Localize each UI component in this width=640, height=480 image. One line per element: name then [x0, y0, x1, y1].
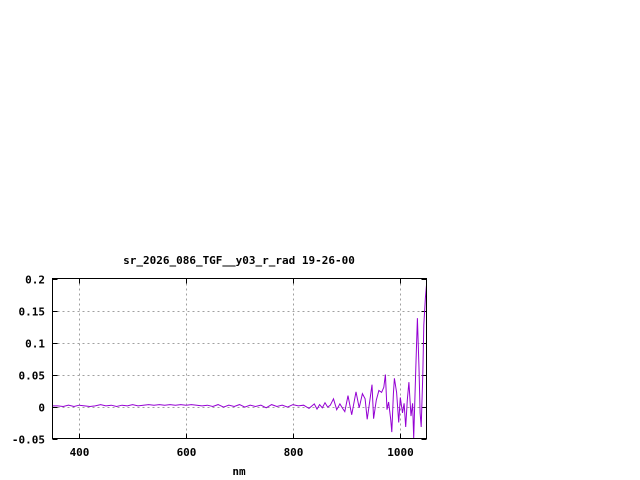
chart-title: sr_2026_086_TGF__y03_r_rad 19-26-00 [123, 254, 355, 267]
x-axis-label: nm [232, 465, 246, 478]
y-tick-label: 0.2 [25, 274, 45, 287]
tick-labels: 400 600 800 1000 0.2 0.15 0.1 0.05 0 -0.05 [12, 274, 414, 460]
x-tick-label: 600 [177, 446, 197, 459]
grid [52, 278, 427, 440]
x-tick-label: 800 [284, 446, 304, 459]
y-tick-label: -0.05 [12, 434, 45, 447]
y-tick-label: 0.15 [19, 306, 46, 319]
y-tick-label: 0.1 [25, 338, 45, 351]
series-line [52, 284, 427, 439]
plot-frame [52, 278, 427, 439]
x-tick-label: 1000 [387, 446, 414, 459]
x-tick-label: 400 [70, 446, 90, 459]
y-tick-label: 0 [38, 402, 45, 415]
y-tick-label: 0.05 [19, 370, 46, 383]
